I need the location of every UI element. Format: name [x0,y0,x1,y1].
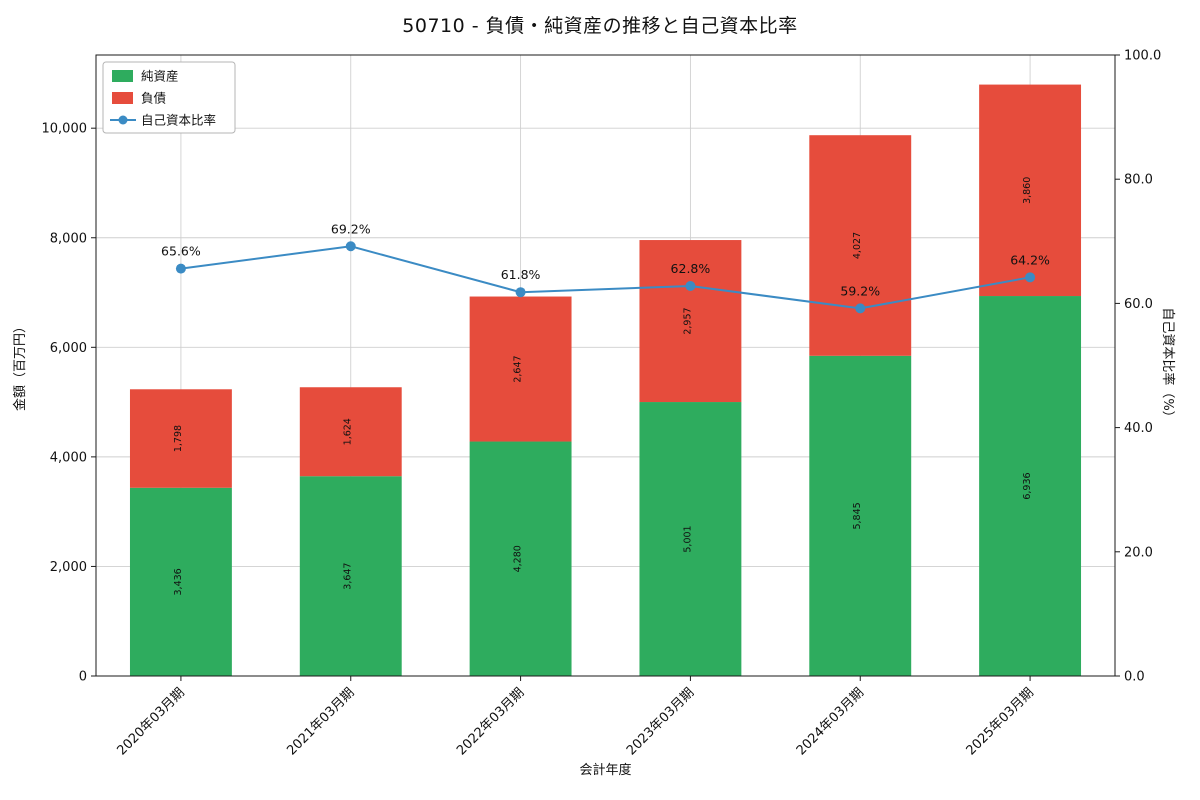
y-tick-label-right: 60.0 [1124,297,1153,312]
y-tick-label-right: 0.0 [1124,670,1145,685]
legend-label: 純資産 [141,69,179,84]
bar-liabilities [129,389,232,488]
bar-value-label: 2,957 [682,307,693,334]
y-tick-label-right: 40.0 [1124,421,1153,436]
ratio-label: 59.2% [840,283,880,298]
ratio-label: 69.2% [331,221,371,236]
ratio-label: 62.8% [671,261,711,276]
legend-label: 負債 [141,91,166,106]
y-tick-label-left: 0 [79,670,87,685]
bar-value-label: 3,860 [1022,177,1033,204]
bar-value-label: 3,647 [343,563,354,590]
ratio-marker [345,241,356,252]
bar-net-assets [979,296,1082,676]
y-tick-label-left: 4,000 [50,450,87,465]
bars: 3,436 1,798 3,647 1,624 4,280 2,647 5,001 2,957… [129,84,1082,676]
ratio-label: 61.8% [501,267,541,282]
bar-value-label: 3,436 [173,568,184,595]
bar-liabilities [299,387,402,477]
bar-net-assets [129,487,232,676]
ratio-polyline [180,245,1031,310]
y-tick-label-left: 10,000 [42,122,88,137]
x-tick-label: 2025年03月期 [964,685,1037,758]
y-axis-title-left: 金額（百万円） [12,320,28,411]
legend-swatch [112,70,133,82]
chart-title: 50710 - 負債・純資産の推移と自己資本比率 [402,15,798,37]
y-tick-label-right: 20.0 [1124,545,1153,560]
bar-value-label: 1,798 [173,425,184,452]
bar-net-assets [299,476,402,676]
bar-net-assets [469,441,572,676]
bar-net-assets [639,402,742,676]
x-tick-label: 2022年03月期 [454,685,527,758]
bar-value-label: 4,280 [513,545,524,572]
legend-box [102,61,236,134]
ratio-marker [685,281,696,292]
bar-value-label: 6,936 [1022,472,1033,499]
bar-liabilities [639,240,742,403]
ratio-marker [515,287,526,298]
x-axis-title: 会計年度 [579,762,631,778]
bar-liabilities [469,296,572,442]
bar-liabilities [979,84,1082,297]
x-tick-label: 2020年03月期 [114,685,187,758]
y-tick-label-left: 2,000 [50,560,87,575]
ratio-marker [175,263,186,274]
bar-value-label: 1,624 [343,418,354,445]
ratio-label: 64.2% [1010,252,1050,267]
x-tick-label: 2023年03月期 [624,685,697,758]
y-tick-label-right: 100.0 [1124,49,1161,64]
y-tick-label-left: 8,000 [50,231,87,246]
y-axis-title-right: 自己資本比率（%） [1160,307,1176,423]
legend-label: 自己資本比率 [141,113,216,128]
bar-value-label: 5,845 [852,502,863,529]
legend-swatch [112,92,133,104]
bar-value-label: 2,647 [513,355,524,382]
y-tick-label-left: 6,000 [50,341,87,356]
plot-border [95,54,1116,677]
x-tick-label: 2024年03月期 [794,685,867,758]
ratio-label: 65.6% [161,244,201,259]
bar-value-label: 4,027 [852,232,863,259]
equity-ratio-line: 65.6% 69.2% 61.8% 62.8% 59.2% 64.2% [161,221,1050,314]
ratio-marker [1025,272,1036,283]
y-tick-label-right: 80.0 [1124,173,1153,188]
x-tick-label: 2021年03月期 [284,685,357,758]
bar-liabilities [809,135,912,356]
legend-line-marker [118,115,128,125]
bar-net-assets [809,355,912,676]
ratio-marker [855,303,866,314]
bar-value-label: 5,001 [682,525,693,552]
gridlines [96,55,1115,676]
